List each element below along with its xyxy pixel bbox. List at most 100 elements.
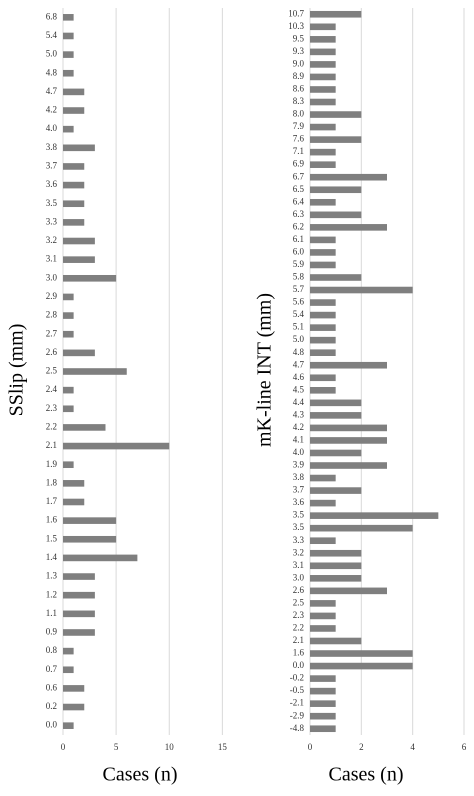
bar bbox=[310, 387, 336, 394]
bar bbox=[63, 349, 95, 357]
y-tick-label: 1.6 bbox=[293, 648, 305, 658]
y-tick-label: 3.5 bbox=[293, 510, 305, 520]
y-axis-title: SSlip (mm) bbox=[6, 324, 28, 417]
bar bbox=[310, 173, 387, 181]
bar bbox=[310, 324, 336, 331]
y-tick-label: 4.7 bbox=[46, 86, 58, 96]
x-tick-label: 0 bbox=[308, 742, 313, 752]
y-tick-label: 3.9 bbox=[293, 460, 305, 470]
bar bbox=[63, 498, 85, 506]
bar bbox=[310, 98, 336, 106]
bar bbox=[63, 144, 95, 152]
bar bbox=[63, 274, 117, 282]
y-tick-label: 5.9 bbox=[293, 259, 305, 269]
bar bbox=[310, 474, 336, 482]
y-tick-label: 1.5 bbox=[46, 533, 58, 543]
bar bbox=[310, 600, 336, 607]
y-tick-label: 3.5 bbox=[293, 522, 305, 532]
y-tick-label: 3.3 bbox=[46, 216, 58, 226]
y-tick-label: 4.7 bbox=[293, 359, 305, 369]
bar bbox=[310, 612, 336, 620]
x-tick-label: 4 bbox=[410, 742, 415, 752]
x-tick-label: 2 bbox=[359, 742, 364, 752]
bar bbox=[310, 86, 336, 93]
y-tick-label: 2.1 bbox=[46, 440, 57, 450]
y-tick-label: 3.0 bbox=[293, 572, 305, 582]
bar bbox=[310, 311, 336, 319]
bar bbox=[63, 386, 74, 394]
y-tick-label: 4.3 bbox=[293, 409, 305, 419]
y-tick-label: 8.9 bbox=[293, 71, 305, 81]
bar bbox=[310, 549, 362, 557]
bar bbox=[63, 163, 85, 170]
bar bbox=[310, 249, 336, 256]
bar bbox=[63, 237, 95, 245]
y-tick-label: 3.0 bbox=[46, 272, 58, 282]
y-tick-label: 1.8 bbox=[46, 477, 58, 487]
bar bbox=[310, 562, 362, 570]
x-tick-label: 10 bbox=[165, 742, 175, 752]
bar bbox=[63, 535, 117, 543]
bar bbox=[310, 23, 336, 31]
bar bbox=[310, 286, 413, 294]
y-tick-label: 4.5 bbox=[293, 384, 305, 394]
y-tick-label: 2.8 bbox=[46, 310, 58, 320]
y-tick-label: 1.2 bbox=[46, 589, 57, 599]
x-axis-title: Cases (n) bbox=[103, 764, 178, 786]
bar bbox=[63, 312, 74, 319]
y-tick-label: 4.8 bbox=[46, 67, 58, 77]
bar bbox=[310, 299, 336, 306]
bar bbox=[310, 637, 362, 645]
bar bbox=[63, 517, 117, 524]
y-tick-label: 3.7 bbox=[293, 485, 305, 495]
bar bbox=[63, 181, 85, 189]
y-tick-label: 2.5 bbox=[46, 366, 58, 376]
bar bbox=[63, 69, 74, 77]
y-tick-label: 6.0 bbox=[293, 246, 305, 256]
bar bbox=[63, 107, 85, 114]
y-tick-label: 8.0 bbox=[293, 109, 305, 119]
bar bbox=[63, 666, 74, 674]
y-tick-label: 1.7 bbox=[46, 496, 58, 506]
y-tick-label: 5.0 bbox=[46, 49, 58, 59]
y-tick-label: 2.5 bbox=[293, 597, 305, 607]
bar bbox=[63, 554, 138, 562]
y-tick-label: 8.3 bbox=[293, 96, 305, 106]
y-tick-label: 1.9 bbox=[46, 459, 58, 469]
bar bbox=[310, 412, 362, 419]
y-tick-label: 4.2 bbox=[46, 105, 57, 115]
y-tick-label: 6.8 bbox=[46, 11, 58, 21]
bar bbox=[310, 36, 336, 43]
bar bbox=[63, 219, 85, 226]
x-tick-label: 6 bbox=[462, 742, 467, 752]
bar bbox=[63, 703, 85, 711]
bar bbox=[63, 629, 95, 636]
bar bbox=[63, 461, 74, 469]
bar bbox=[63, 200, 85, 208]
y-tick-label: 0.9 bbox=[46, 627, 58, 637]
y-tick-label: 4.2 bbox=[293, 422, 304, 432]
bar bbox=[310, 725, 336, 733]
y-tick-label: 1.1 bbox=[46, 608, 57, 618]
y-tick-label: 2.9 bbox=[46, 291, 58, 301]
y-tick-label: 5.4 bbox=[46, 30, 58, 40]
y-tick-label: 5.8 bbox=[293, 272, 305, 282]
bar bbox=[310, 437, 387, 444]
bar bbox=[310, 161, 336, 168]
bar bbox=[310, 449, 362, 457]
y-tick-label: 2.2 bbox=[46, 421, 57, 431]
bar bbox=[310, 700, 336, 707]
y-tick-label: 6.9 bbox=[293, 159, 305, 169]
y-tick-label: 9.5 bbox=[293, 33, 305, 43]
bar bbox=[63, 293, 74, 301]
y-tick-label: 4.0 bbox=[46, 123, 58, 133]
bar bbox=[310, 487, 362, 494]
bar bbox=[310, 211, 362, 219]
y-tick-label: 4.0 bbox=[293, 447, 305, 457]
bar bbox=[310, 424, 387, 432]
y-tick-label: 0.7 bbox=[46, 664, 58, 674]
bar bbox=[63, 330, 74, 338]
bar bbox=[310, 61, 336, 68]
bar bbox=[63, 647, 74, 655]
y-axis-title: mK-line INT (mm) bbox=[254, 293, 276, 447]
